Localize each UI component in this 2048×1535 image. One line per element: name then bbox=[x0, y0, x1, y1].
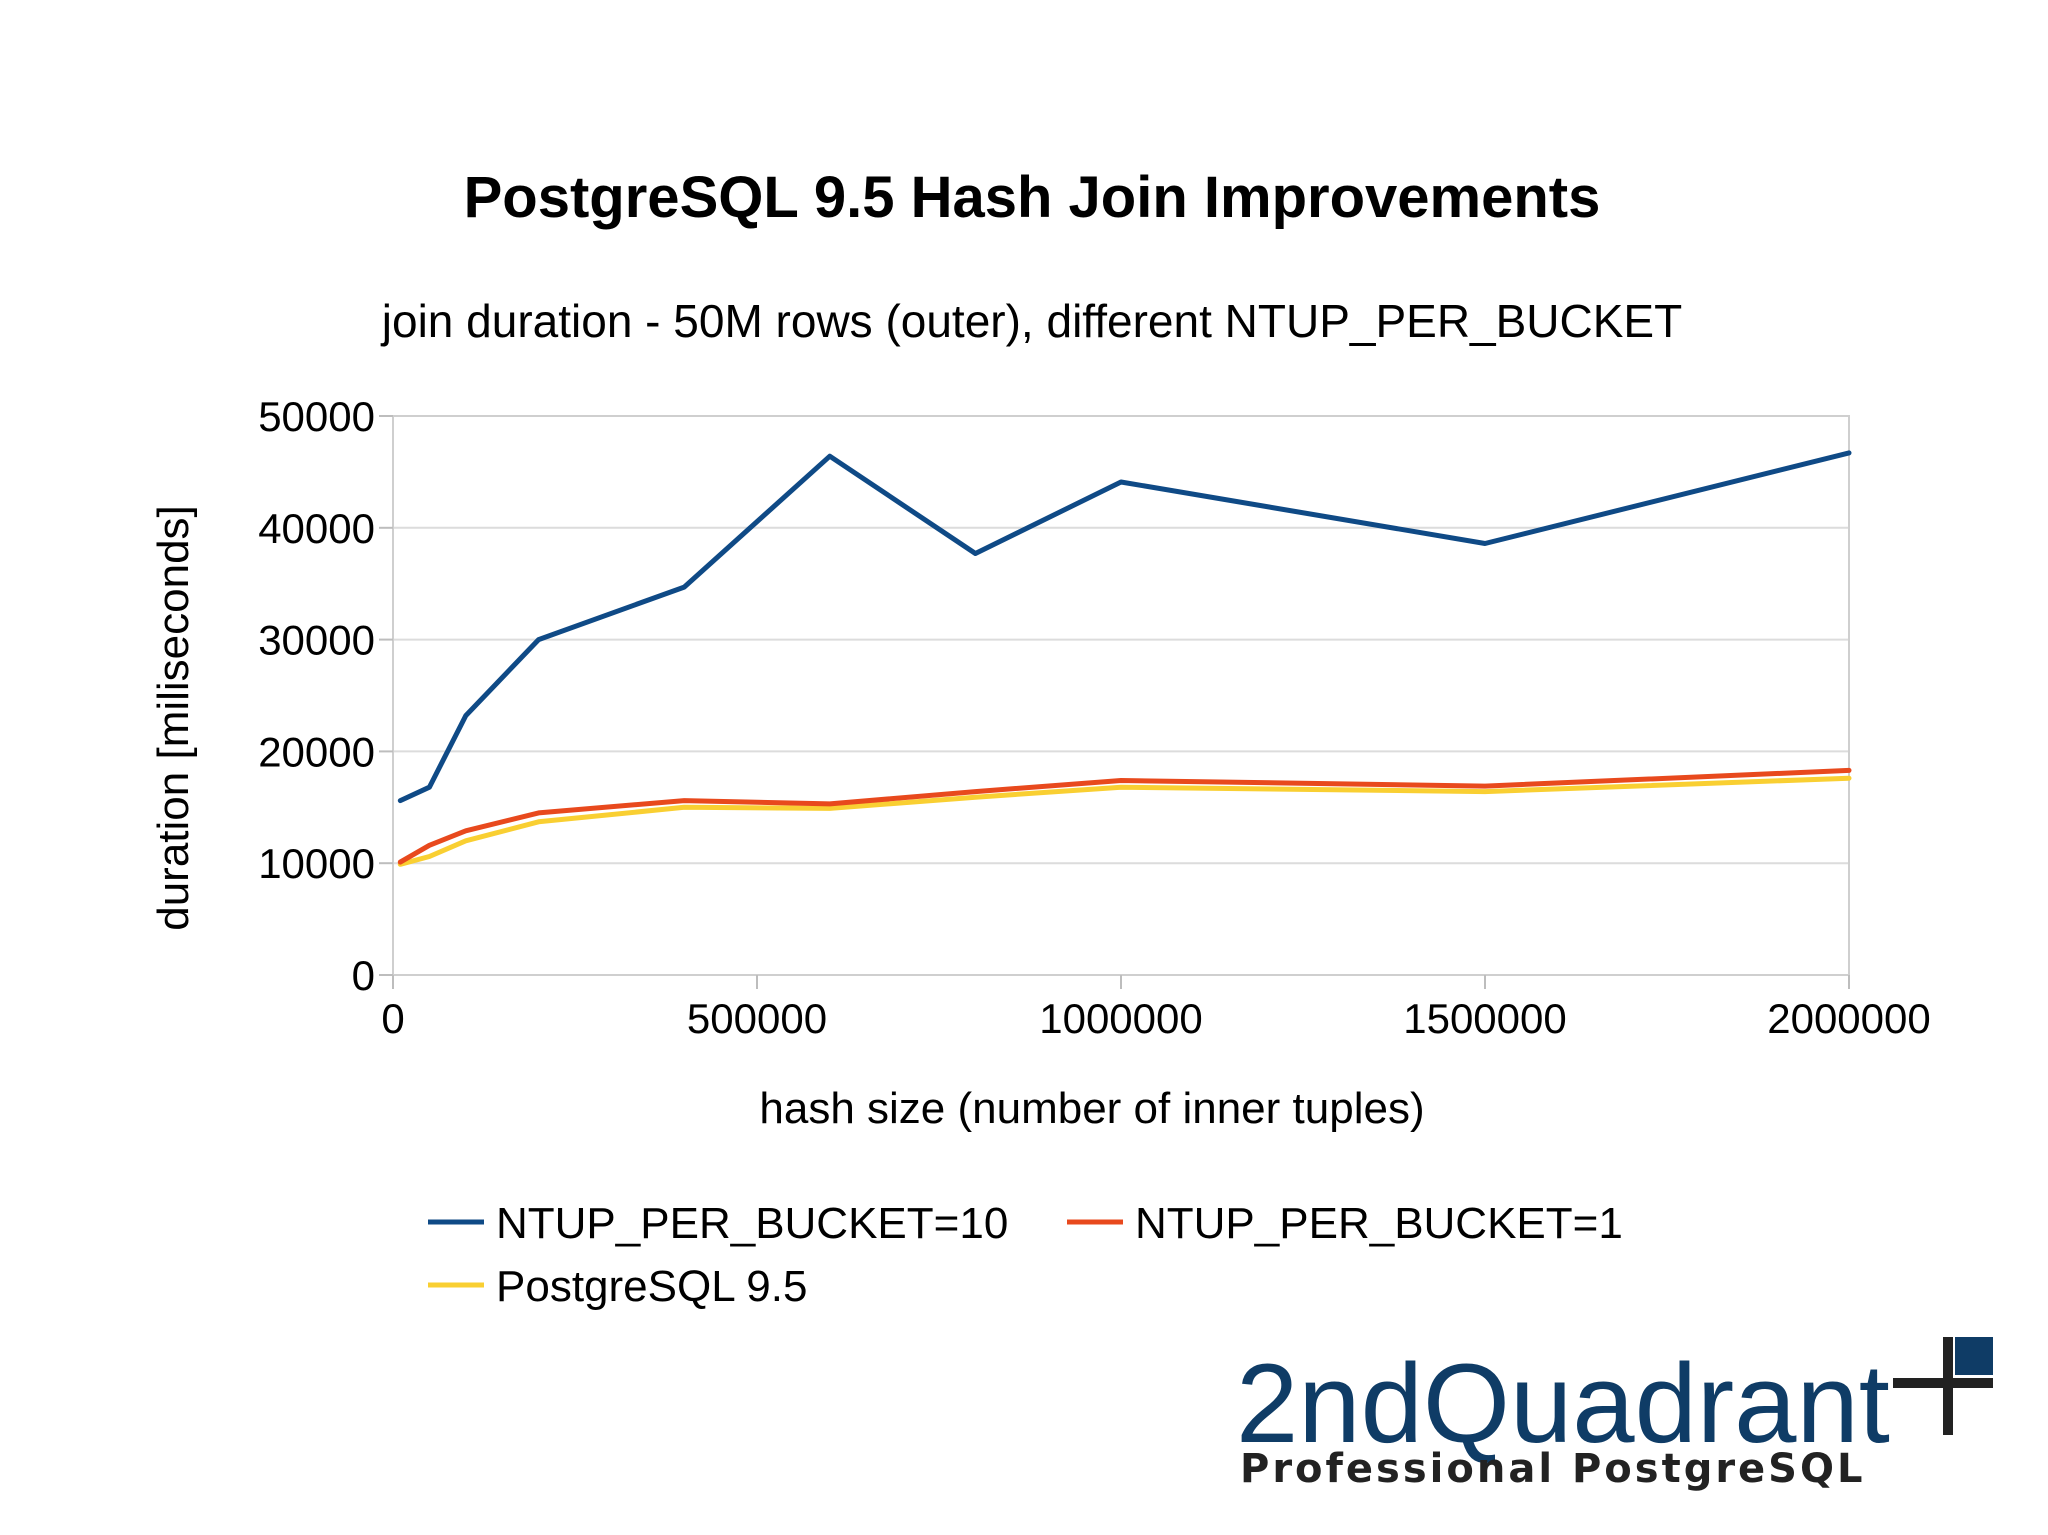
brand-logo: 2ndQuadrant Professional PostgreSQL bbox=[1236, 1337, 1993, 1492]
series-line-1 bbox=[397, 767, 1852, 865]
chart-subtitle: join duration - 50M rows (outer), differ… bbox=[380, 295, 1682, 347]
x-tick-label: 0 bbox=[381, 995, 404, 1042]
x-axis-label: hash size (number of inner tuples) bbox=[759, 1084, 1424, 1133]
x-tick-label: 2000000 bbox=[1767, 995, 1931, 1042]
chart-title: PostgreSQL 9.5 Hash Join Improvements bbox=[464, 165, 1601, 230]
y-axis-label: duration [miliseconds] bbox=[149, 505, 198, 931]
legend-label: PostgreSQL 9.5 bbox=[496, 1262, 807, 1311]
plot-area bbox=[392, 415, 1850, 976]
y-tick-label: 0 bbox=[352, 952, 375, 999]
legend-label: NTUP_PER_BUCKET=10 bbox=[496, 1199, 1008, 1248]
y-tick-label: 40000 bbox=[258, 505, 375, 552]
series-line-0 bbox=[397, 450, 1852, 804]
series-lines bbox=[397, 450, 1852, 867]
x-tick-label: 1000000 bbox=[1039, 995, 1203, 1042]
x-axis-ticks: 0 500000 1000000 1500000 2000000 bbox=[381, 975, 1931, 1042]
brand-tagline: Professional PostgreSQL bbox=[1240, 1446, 1865, 1492]
brand-name: 2ndQuadrant bbox=[1236, 1341, 1890, 1466]
y-axis-ticks: 0 10000 20000 30000 40000 50000 bbox=[258, 393, 393, 999]
y-tick-label: 50000 bbox=[258, 393, 375, 440]
grid bbox=[393, 415, 1849, 976]
x-tick-label: 1500000 bbox=[1403, 995, 1567, 1042]
legend: NTUP_PER_BUCKET=10 NTUP_PER_BUCKET=1 Postg… bbox=[428, 1199, 1623, 1311]
y-tick-label: 20000 bbox=[258, 728, 375, 775]
brand-cross-horizontal bbox=[1893, 1378, 1993, 1388]
y-tick-label: 30000 bbox=[258, 617, 375, 664]
legend-label: NTUP_PER_BUCKET=1 bbox=[1135, 1199, 1623, 1248]
brand-square-mark bbox=[1955, 1337, 1993, 1375]
x-tick-label: 500000 bbox=[687, 995, 827, 1042]
y-tick-label: 10000 bbox=[258, 840, 375, 887]
series-line-2 bbox=[397, 775, 1852, 867]
